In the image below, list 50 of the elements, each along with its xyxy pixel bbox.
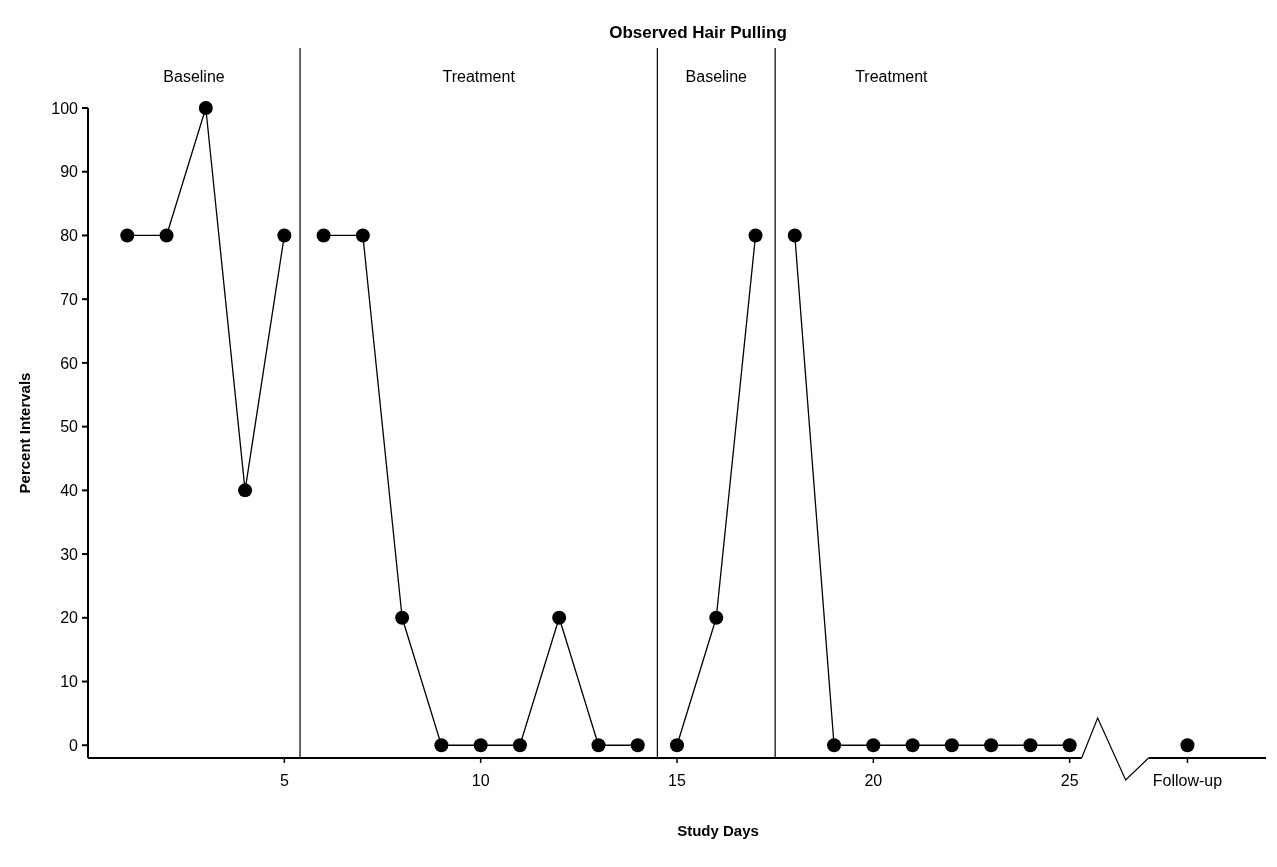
- y-tick-label: 80: [60, 227, 79, 245]
- y-tick-label: 50: [60, 418, 79, 436]
- point: [944, 738, 959, 753]
- y-tick-label: 30: [60, 545, 79, 563]
- x-tick-label: 5: [279, 772, 289, 789]
- point: [1023, 738, 1038, 753]
- point: [866, 738, 881, 753]
- chart-title: Observed Hair Pulling: [609, 23, 787, 42]
- x-axis-title: Study Days: [677, 822, 759, 839]
- x-tick-label: Follow-up: [1152, 772, 1223, 789]
- text: Baseline: [685, 68, 748, 85]
- point: [434, 738, 449, 753]
- y-tick-label: 100: [51, 99, 79, 117]
- text: Treatment: [855, 68, 929, 85]
- point: [316, 228, 331, 243]
- x-tick-label: 25: [1060, 772, 1079, 789]
- point: [984, 738, 999, 753]
- point: [748, 228, 763, 243]
- point: [473, 738, 488, 753]
- point: [198, 101, 213, 115]
- point: [120, 228, 135, 243]
- point: [787, 228, 802, 243]
- point: [709, 610, 724, 625]
- point: [1180, 738, 1195, 753]
- point: [277, 228, 292, 243]
- x-tick-label: 10: [471, 772, 490, 789]
- point: [905, 738, 920, 753]
- x-tick-label: 20: [864, 772, 883, 789]
- point: [630, 738, 645, 753]
- point: [1062, 738, 1077, 753]
- y-tick-label: 70: [60, 290, 79, 308]
- y-tick-label: 20: [60, 609, 79, 627]
- point: [355, 228, 370, 243]
- x-tick-label: 15: [668, 772, 686, 789]
- point: [238, 483, 253, 498]
- point: [827, 738, 842, 753]
- y-tick-label: 90: [60, 163, 79, 181]
- y-tick-label: 10: [60, 673, 79, 691]
- point: [395, 610, 410, 625]
- y-tick-label: 40: [60, 481, 79, 499]
- y-axis-title: Percent Intervals: [16, 372, 33, 494]
- text: Baseline: [163, 68, 225, 85]
- point: [512, 738, 527, 753]
- point: [670, 738, 684, 753]
- y-tick-label: 60: [60, 354, 79, 372]
- point: [159, 228, 174, 243]
- point: [591, 738, 606, 753]
- y-tick-label: 0: [69, 736, 79, 754]
- text: Treatment: [442, 68, 516, 85]
- point: [552, 610, 567, 625]
